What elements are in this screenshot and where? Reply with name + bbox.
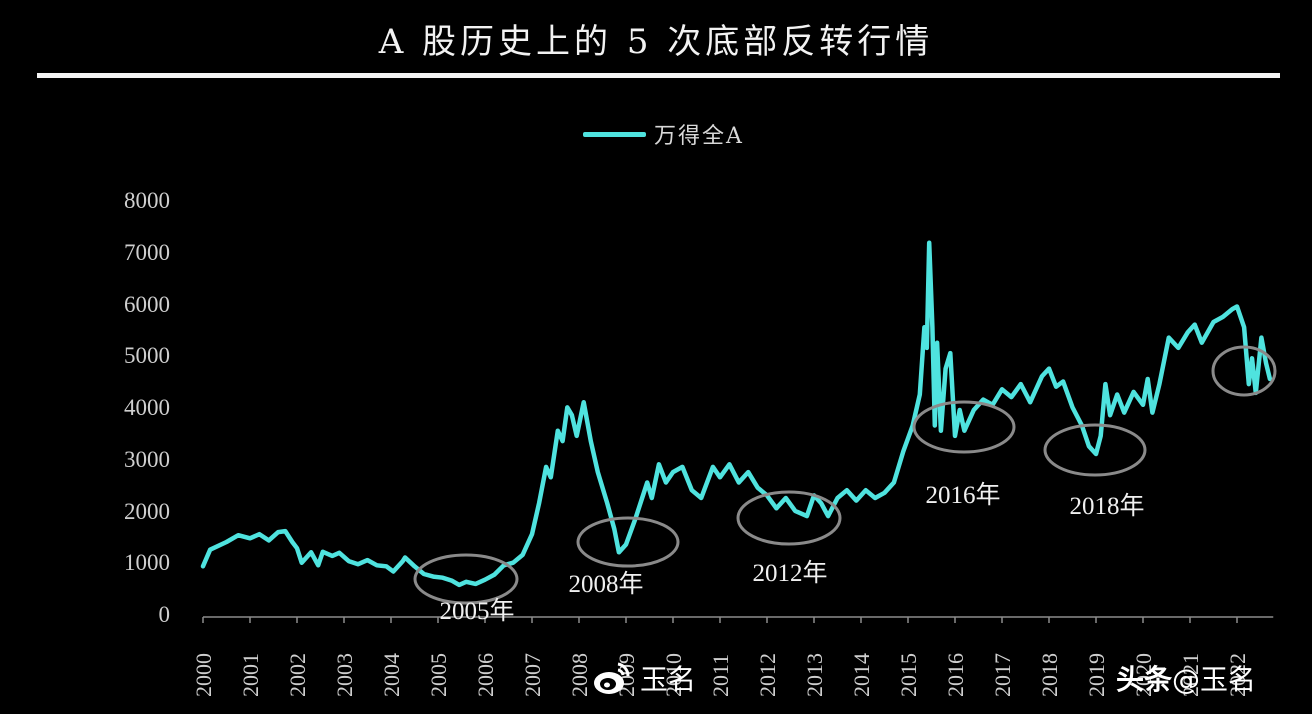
x-tick-label: 2018: [1037, 653, 1062, 697]
x-tick-label: 2003: [332, 653, 357, 697]
annotation-ellipse: [1211, 345, 1277, 397]
weibo-watermark: 玉名: [592, 658, 696, 698]
x-axis: [202, 616, 1274, 623]
toutiao-handle: @玉名: [1172, 663, 1257, 696]
x-tick-label: 2012: [755, 653, 780, 697]
y-tick-label: 8000: [124, 188, 170, 213]
x-tick-label: 2008: [567, 653, 592, 697]
chart-title: A 股历史上的 5 次底部反转行情: [378, 22, 934, 62]
x-tick-label: 2013: [802, 653, 827, 697]
x-tick-label: 2004: [379, 653, 404, 697]
x-tick-label: 2000: [191, 653, 216, 697]
annotation-ellipse: [1043, 423, 1147, 477]
annotation-label: 2016年: [925, 482, 1001, 509]
annotation-label: 2018年: [1069, 493, 1145, 520]
y-tick-label: 2000: [124, 498, 170, 524]
legend: 万得全A: [583, 118, 744, 150]
annotation-ellipse: [912, 400, 1016, 454]
annotation-label: 2012年: [752, 560, 828, 587]
legend-label: 万得全A: [654, 124, 744, 149]
x-tick-label: 2005: [426, 653, 451, 697]
x-tick-label: 2017: [990, 653, 1015, 697]
x-tick-label: 2015: [896, 653, 921, 697]
y-tick-label: 0: [158, 602, 171, 627]
toutiao-watermark: 头条@玉名: [1116, 658, 1256, 698]
x-tick-label: 2006: [473, 653, 498, 697]
weibo-name: 玉名: [640, 663, 697, 696]
annotation-label: 2008年: [568, 571, 644, 598]
x-tick-label: 2001: [238, 653, 263, 697]
x-tick-label: 2016: [943, 653, 968, 697]
title-underline: [37, 73, 1280, 78]
annotation-ellipse: [736, 490, 842, 546]
series-line-wind-all-a: [200, 240, 1273, 588]
x-tick-label: 2007: [520, 653, 545, 697]
annotation-ellipse: [413, 553, 519, 605]
y-tick-label: 5000: [124, 343, 170, 369]
toutiao-prefix: 头条: [1116, 663, 1173, 696]
annotation-ellipse: [576, 516, 680, 568]
legend-swatch-icon: [583, 131, 646, 137]
y-tick-label: 4000: [124, 395, 170, 420]
y-tick-label: 6000: [124, 291, 170, 317]
y-tick-label: 7000: [124, 239, 170, 265]
x-tick-label: 2011: [708, 653, 733, 697]
x-tick-label: 2014: [849, 653, 874, 697]
x-tick-label: 2002: [285, 653, 310, 697]
y-tick-label: 3000: [124, 446, 170, 472]
annotation-label: 2005年: [439, 598, 515, 625]
y-tick-label: 1000: [124, 550, 170, 576]
weibo-logo-icon: [594, 662, 630, 694]
annotation-ellipses: [413, 345, 1277, 605]
x-tick-label: 2019: [1084, 653, 1109, 697]
